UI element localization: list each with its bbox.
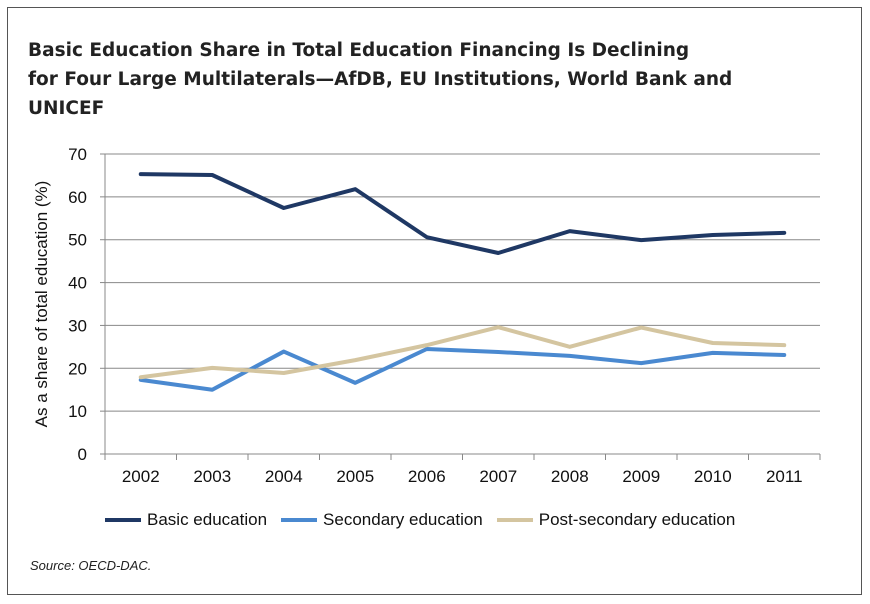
y-tick-label: 40 bbox=[68, 274, 87, 293]
y-tick-label: 20 bbox=[68, 359, 87, 378]
y-tick-label: 0 bbox=[78, 445, 87, 464]
source-note: Source: OECD-DAC. bbox=[30, 558, 152, 573]
title-line: UNICEF bbox=[28, 98, 105, 119]
legend-item-secondary: Secondary education bbox=[281, 510, 483, 530]
x-tick-label: 2003 bbox=[193, 467, 231, 486]
x-tick-label: 2006 bbox=[408, 467, 446, 486]
chart-title: Basic Education Share in Total Education… bbox=[28, 36, 828, 123]
series-line-post-secondary-education bbox=[138, 325, 787, 380]
title-line: Basic Education Share in Total Education… bbox=[28, 40, 690, 61]
x-tick-label: 2008 bbox=[551, 467, 589, 486]
x-tick-label: 2010 bbox=[694, 467, 732, 486]
y-tick-label: 60 bbox=[68, 188, 87, 207]
x-tick-label: 2009 bbox=[622, 467, 660, 486]
legend-swatch bbox=[496, 518, 533, 522]
x-tick-label: 2004 bbox=[265, 467, 303, 486]
x-tick-label: 2011 bbox=[766, 467, 803, 486]
legend-item-post-secondary: Post-secondary education bbox=[496, 510, 736, 530]
y-tick-label: 70 bbox=[68, 145, 87, 164]
y-tick-label: 30 bbox=[68, 316, 87, 335]
legend-label: Secondary education bbox=[323, 510, 483, 529]
legend: Basic education Secondary education Post… bbox=[105, 510, 749, 530]
chart-frame bbox=[7, 7, 862, 595]
legend-label: Post-secondary education bbox=[538, 510, 736, 529]
x-tick-label: 2007 bbox=[479, 467, 517, 486]
x-tick-label: 2005 bbox=[336, 467, 374, 486]
y-axis-label: As a share of total education (%) bbox=[32, 181, 51, 428]
legend-item-basic: Basic education bbox=[105, 510, 267, 530]
y-tick-label: 10 bbox=[68, 402, 87, 421]
title-line: for Four Large Multilaterals—AfDB, EU In… bbox=[28, 69, 733, 90]
legend-label: Basic education bbox=[147, 510, 268, 529]
y-tick-label: 50 bbox=[68, 231, 87, 250]
x-tick-label: 2002 bbox=[122, 467, 160, 486]
legend-swatch bbox=[281, 518, 318, 522]
legend-swatch bbox=[105, 518, 141, 522]
series-line-basic-education bbox=[138, 172, 787, 255]
